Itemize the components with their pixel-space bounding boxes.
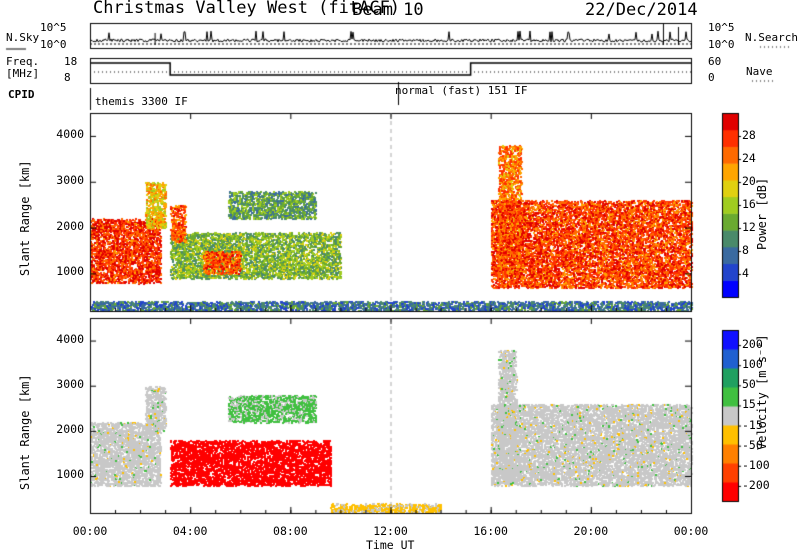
power-colorbar-tick: 12 bbox=[742, 220, 756, 234]
velocity-colorbar-title: Velocity [m s⁻¹] bbox=[755, 334, 769, 450]
x-tick-label: 16:00 bbox=[473, 524, 508, 538]
velocity-colorbar-tick: 200 bbox=[742, 337, 763, 352]
power-y-tick-label: 3000 bbox=[56, 172, 84, 187]
velocity-y-tick-label: 4000 bbox=[56, 331, 84, 346]
date-title: 22/Dec/2014 bbox=[585, 0, 698, 20]
cpid-first-mode: themis 3300 IF bbox=[95, 95, 188, 108]
power-y-tick-label: 4000 bbox=[56, 126, 84, 141]
velocity-y-tick-label: 1000 bbox=[56, 466, 84, 481]
nsky-label: N.Sky bbox=[6, 31, 40, 44]
nave-bottom-tick: 0 bbox=[708, 71, 715, 84]
x-axis-label: Time UT bbox=[366, 538, 415, 552]
power-colorbar-tick: 4 bbox=[742, 266, 749, 280]
velocity-colorbar-tick: -15 bbox=[742, 417, 763, 432]
velocity-y-tick-label: 3000 bbox=[56, 376, 84, 391]
x-tick-label: 12:00 bbox=[373, 524, 408, 538]
freq-bottom-tick: 8 bbox=[64, 71, 71, 84]
velocity-panel-ylabel: Slant Range [km] bbox=[18, 374, 32, 490]
cpid-second-mode: normal (fast) 151 IF bbox=[395, 84, 528, 97]
x-tick-label: 00:00 bbox=[72, 524, 108, 538]
cpid-label: CPID bbox=[8, 88, 35, 101]
power-colorbar-tick: 24 bbox=[742, 151, 756, 165]
power-y-tick-label: 1000 bbox=[56, 264, 84, 279]
freq-unit: [MHz] bbox=[6, 67, 40, 80]
x-tick-label: 04:00 bbox=[172, 524, 208, 538]
x-tick-label: 00:00 bbox=[673, 524, 709, 538]
velocity-colorbar-tick: -50 bbox=[742, 437, 763, 452]
velocity-colorbar-tick: -100 bbox=[742, 457, 770, 472]
nave-top-tick: 60 bbox=[708, 55, 722, 68]
nsky-top-tick: 10^5 bbox=[40, 21, 67, 34]
station-title: Christmas Valley West (fitACF) bbox=[93, 0, 401, 18]
freq-top-tick: 18 bbox=[64, 55, 78, 68]
beam-title: Beam 10 bbox=[352, 0, 424, 20]
power-colorbar-title: Power [dB] bbox=[755, 177, 769, 250]
freq-label: Freq. bbox=[6, 55, 40, 68]
power-colorbar-tick: 20 bbox=[742, 174, 756, 188]
velocity-colorbar-tick: 100 bbox=[742, 357, 763, 372]
velocity-y-tick-label: 2000 bbox=[56, 421, 84, 436]
nsearch-top-tick: 10^5 bbox=[708, 21, 735, 34]
power-colorbar-tick: 28 bbox=[742, 128, 756, 142]
velocity-colorbar-tick: 15 bbox=[742, 397, 756, 412]
power-colorbar-tick: 8 bbox=[742, 243, 749, 257]
nsearch-label: N.Search bbox=[745, 31, 798, 44]
nsky-bottom-tick: 10^0 bbox=[40, 38, 67, 51]
power-colorbar-tick: 16 bbox=[742, 197, 756, 211]
x-tick-label: 20:00 bbox=[573, 524, 609, 538]
nave-label: Nave bbox=[746, 65, 773, 78]
velocity-colorbar-tick: 50 bbox=[742, 377, 756, 392]
nsearch-bottom-tick: 10^0 bbox=[708, 38, 735, 51]
x-tick-label: 08:00 bbox=[273, 524, 308, 538]
power-y-tick-label: 2000 bbox=[56, 218, 84, 233]
power-panel-ylabel: Slant Range [km] bbox=[18, 160, 32, 276]
velocity-colorbar-tick: -200 bbox=[742, 477, 770, 492]
